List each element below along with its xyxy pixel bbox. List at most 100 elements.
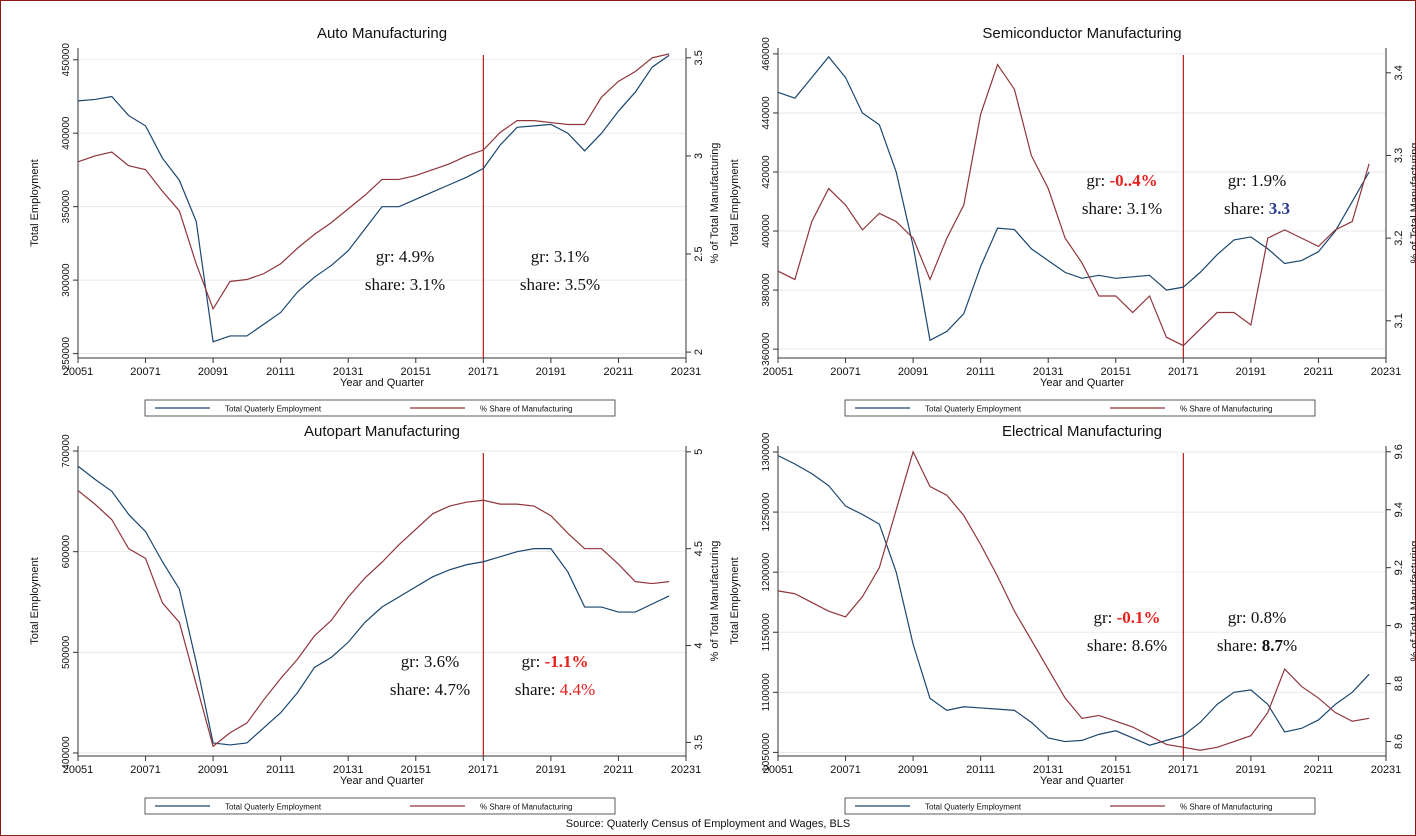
x-tick-label: 20131 bbox=[333, 764, 364, 776]
y2-tick-label: 2 bbox=[693, 349, 705, 355]
x-tick-label: 20151 bbox=[1100, 366, 1131, 378]
annotation: share: 4.4% bbox=[515, 680, 595, 699]
chart-title: Auto Manufacturing bbox=[317, 25, 447, 42]
x-tick-label: 20211 bbox=[1304, 366, 1334, 378]
y2-tick-label: 3.3 bbox=[1393, 148, 1405, 163]
y-tick-label: 700000 bbox=[61, 434, 72, 468]
y2-axis-title: % of Total Manufacturing bbox=[1409, 143, 1416, 264]
chart-panel: Auto Manufacturing 250000 300000 350000 4000… bbox=[29, 25, 721, 417]
annotation: gr: -0.1% bbox=[1093, 608, 1160, 627]
x-tick-label: 20111 bbox=[266, 366, 295, 378]
series-line bbox=[777, 63, 1370, 347]
y2-axis-title: % of Total Manufacturing bbox=[709, 541, 721, 662]
y-tick-label: 1100000 bbox=[761, 673, 772, 712]
annotation-part: share: 8.6% bbox=[1087, 636, 1167, 655]
x-tick-label: 20231 bbox=[671, 764, 702, 776]
y-tick-label: 350000 bbox=[61, 190, 72, 224]
legend-label: Total Quaterly Employment bbox=[225, 405, 322, 414]
y2-tick-label: 9.6 bbox=[1393, 444, 1405, 459]
chart-panel: Autopart Manufacturing 400000 500000 600000… bbox=[29, 423, 721, 815]
source-note: Source: Quaterly Census of Employment an… bbox=[566, 818, 851, 830]
series-line bbox=[777, 450, 1370, 751]
x-tick-label: 20051 bbox=[63, 366, 94, 378]
y2-tick-label: 8.6 bbox=[1393, 734, 1405, 749]
x-tick-label: 20111 bbox=[266, 764, 295, 776]
legend-label: Total Quaterly Employment bbox=[925, 803, 1022, 812]
x-tick-label: 20231 bbox=[1371, 764, 1402, 776]
y-tick-label: 440000 bbox=[761, 96, 772, 130]
series-line bbox=[777, 455, 1370, 746]
chart-title: Electrical Manufacturing bbox=[1002, 423, 1162, 440]
legend-label: % Share of Manufacturing bbox=[1180, 803, 1273, 812]
y2-tick-label: 4 bbox=[693, 643, 705, 649]
y-tick-label: 420000 bbox=[761, 155, 772, 189]
y2-tick-label: 8.8 bbox=[1393, 676, 1405, 691]
x-axis-title: Year and Quarter bbox=[340, 377, 424, 389]
legend-box bbox=[144, 399, 616, 417]
y-tick-label: 1250000 bbox=[761, 492, 772, 531]
annotation-part: gr: 3.1% bbox=[531, 247, 590, 266]
x-axis-title: Year and Quarter bbox=[340, 775, 424, 787]
annotation-part: share: 3.1% bbox=[365, 275, 445, 294]
y2-tick-label: 9.2 bbox=[1393, 560, 1405, 575]
x-tick-label: 20171 bbox=[1168, 366, 1199, 378]
series-line bbox=[77, 54, 670, 343]
annotation-part: share: 3.5% bbox=[520, 275, 600, 294]
annotation-part: gr: 3.6% bbox=[401, 652, 460, 671]
annotation: share: 3.5% bbox=[520, 275, 600, 294]
x-tick-label: 20151 bbox=[400, 764, 431, 776]
y-tick-label: 460000 bbox=[761, 37, 772, 71]
y-axis-title: Total Employment bbox=[29, 159, 41, 246]
x-tick-label: 20111 bbox=[966, 764, 995, 776]
legend-box bbox=[144, 797, 616, 815]
annotation-part: gr: 1.9% bbox=[1228, 171, 1287, 190]
y-axis-title: Total Employment bbox=[729, 557, 741, 644]
y-tick-label: 400000 bbox=[61, 116, 72, 150]
y-tick-label: 360000 bbox=[761, 332, 772, 366]
y-tick-label: 600000 bbox=[61, 535, 72, 569]
annotation: gr: -0..4% bbox=[1086, 171, 1157, 190]
y-tick-label: 400000 bbox=[61, 736, 72, 770]
x-tick-label: 20171 bbox=[468, 764, 499, 776]
y-tick-label: 250000 bbox=[61, 336, 72, 370]
y2-axis-title: % of Total Manufacturing bbox=[1409, 541, 1416, 662]
y-axis-title: Total Employment bbox=[729, 159, 741, 246]
annotation-part: -0..4% bbox=[1109, 171, 1157, 190]
y-tick-label: 1150000 bbox=[761, 613, 772, 652]
x-tick-label: 20171 bbox=[1168, 764, 1199, 776]
x-tick-label: 20191 bbox=[536, 764, 567, 776]
legend-label: Total Quaterly Employment bbox=[925, 405, 1022, 414]
x-tick-label: 20131 bbox=[1033, 366, 1064, 378]
x-axis-title: Year and Quarter bbox=[1040, 377, 1124, 389]
x-tick-label: 20071 bbox=[830, 366, 861, 378]
y-tick-label: 500000 bbox=[61, 635, 72, 669]
annotation: gr: 3.6% bbox=[401, 652, 460, 671]
annotation: gr: 1.9% bbox=[1228, 171, 1287, 190]
chart-panel: Electrical Manufacturing 1050000 1100000 11… bbox=[729, 423, 1416, 815]
x-tick-label: 20051 bbox=[763, 764, 794, 776]
x-tick-label: 20191 bbox=[1236, 764, 1267, 776]
y-tick-label: 300000 bbox=[61, 263, 72, 297]
x-tick-label: 20171 bbox=[468, 366, 499, 378]
y2-tick-label: 3.2 bbox=[1393, 230, 1405, 245]
annotation: share: 4.7% bbox=[390, 680, 470, 699]
annotation-part: share: bbox=[1224, 199, 1269, 218]
annotation-part: share: 4.7% bbox=[390, 680, 470, 699]
x-tick-label: 20211 bbox=[1304, 764, 1334, 776]
x-tick-label: 20231 bbox=[1371, 366, 1402, 378]
y2-tick-label: 9 bbox=[1393, 623, 1405, 629]
legend-box bbox=[844, 797, 1316, 815]
chart-title: Autopart Manufacturing bbox=[304, 423, 460, 440]
legend-label: % Share of Manufacturing bbox=[480, 803, 573, 812]
chart-panel: Semiconductor Manufacturing 360000 380000 4… bbox=[729, 25, 1416, 417]
annotation: share: 3.3 bbox=[1224, 199, 1290, 218]
x-tick-label: 20211 bbox=[604, 764, 634, 776]
y2-tick-label: 3 bbox=[693, 153, 705, 159]
y2-tick-label: 5 bbox=[693, 449, 705, 455]
x-tick-label: 20131 bbox=[1033, 764, 1064, 776]
annotation: share: 3.1% bbox=[365, 275, 445, 294]
x-axis-title: Year and Quarter bbox=[1040, 775, 1124, 787]
y-tick-label: 450000 bbox=[61, 43, 72, 77]
